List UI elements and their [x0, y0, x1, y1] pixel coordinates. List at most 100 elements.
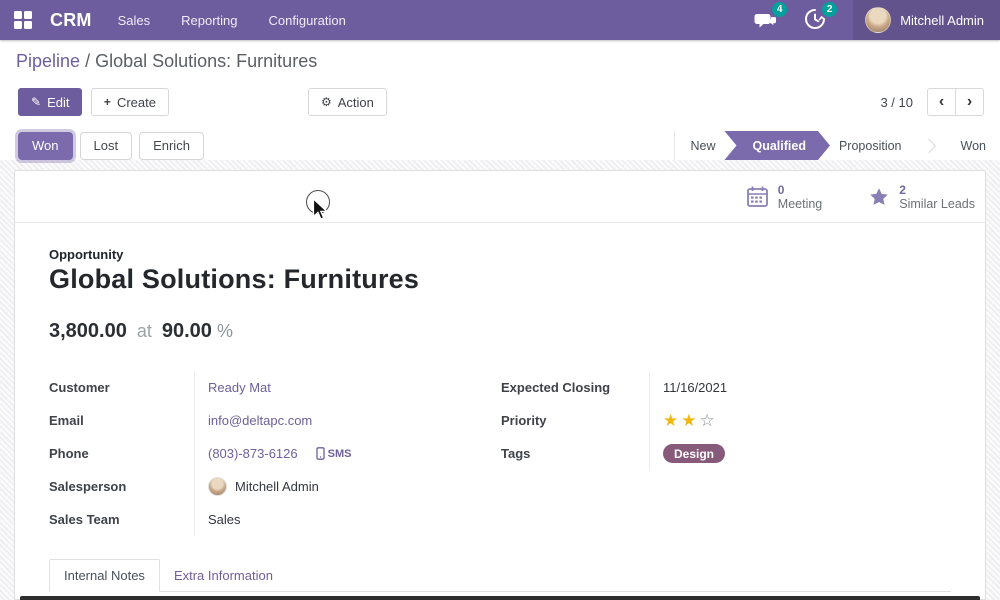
enrich-button[interactable]: Enrich: [139, 131, 204, 160]
menu-configuration[interactable]: Configuration: [268, 12, 346, 28]
menu-sales[interactable]: Sales: [117, 12, 151, 28]
chevron-right-icon: ›: [966, 93, 973, 110]
status-row: Won Lost Enrich New Qualified Propositio…: [18, 131, 1000, 160]
revenue-row: 3,800.00 at 90.00 %: [49, 320, 951, 343]
mobile-phone-icon: [315, 447, 325, 460]
salesperson-avatar: [208, 477, 227, 496]
customer-label: Customer: [49, 380, 110, 395]
pager-previous-button[interactable]: ‹: [927, 88, 956, 116]
expected-revenue: 3,800.00: [49, 320, 127, 342]
pencil-icon: ✎: [31, 95, 42, 109]
meeting-count: 0: [777, 182, 785, 197]
field-groups: Customer Ready Mat Email info@deltapc.co…: [49, 371, 951, 536]
create-button[interactable]: + Create: [90, 88, 169, 116]
record-type-label: Opportunity: [49, 247, 124, 262]
stage-new[interactable]: New: [675, 131, 731, 160]
similar-leads-stat-button[interactable]: 2 Similar Leads: [868, 183, 975, 211]
breadcrumb-separator: /: [85, 51, 91, 71]
opportunity-title: Global Solutions: Furnitures: [49, 264, 420, 294]
phone-value[interactable]: (803)-873-6126: [208, 446, 298, 461]
field-salesperson: Salesperson Mitchell Admin: [49, 470, 501, 503]
at-label: at: [136, 321, 152, 341]
sales-team-label: Sales Team: [49, 512, 120, 527]
bottom-edge-bar: [20, 596, 980, 600]
send-sms-button[interactable]: SMS: [315, 447, 352, 460]
star-icon: [870, 187, 889, 205]
sms-label: SMS: [327, 447, 352, 460]
left-field-group: Customer Ready Mat Email info@deltapc.co…: [49, 371, 501, 536]
similar-leads-count: 2: [899, 182, 906, 197]
gear-icon: ⚙: [321, 95, 332, 109]
customer-value[interactable]: Ready Mat: [208, 380, 271, 395]
field-tags: Tags Design: [501, 437, 951, 470]
stage-won[interactable]: Won: [945, 131, 1000, 160]
apps-menu-icon[interactable]: [14, 11, 32, 29]
chevron-left-icon: ‹: [938, 93, 945, 110]
field-phone: Phone (803)-873-6126 SMS: [49, 437, 501, 470]
field-customer: Customer Ready Mat: [49, 371, 501, 404]
mouse-cursor: [312, 198, 329, 220]
chat-icon: [754, 14, 778, 28]
clock-icon: [805, 9, 826, 29]
sales-team-value: Sales: [208, 512, 241, 527]
user-menu[interactable]: Mitchell Admin: [853, 0, 1000, 40]
control-panel: Pipeline / Global Solutions: Furnitures …: [0, 40, 1000, 160]
salesperson-label: Salesperson: [49, 479, 127, 494]
field-expected-closing: Expected Closing 11/16/2021: [501, 371, 951, 404]
star-empty-icon[interactable]: ☆: [699, 410, 718, 430]
pager-value[interactable]: 3 / 10: [880, 94, 913, 110]
stage-statusbar: New Qualified Proposition Won: [674, 131, 1000, 160]
stage-qualified[interactable]: Qualified: [724, 131, 829, 160]
expected-closing-value: 11/16/2021: [663, 380, 728, 395]
salesperson-value: Mitchell Admin: [235, 479, 319, 494]
probability-value: 90.00: [161, 320, 212, 342]
breadcrumb-pipeline[interactable]: Pipeline: [16, 51, 81, 71]
tab-extra-information[interactable]: Extra Information: [173, 568, 273, 583]
tags-label: Tags: [501, 446, 531, 461]
tab-internal-notes[interactable]: Internal Notes: [49, 559, 160, 592]
button-row: ✎ Edit + Create ⚙ Action 3 / 10 ‹ ›: [18, 88, 984, 116]
user-name: Mitchell Admin: [900, 12, 984, 28]
stage-proposition[interactable]: Proposition: [823, 131, 917, 160]
activities-button[interactable]: 2: [803, 2, 838, 33]
action-button[interactable]: ⚙ Action: [308, 88, 387, 116]
star-filled-icon[interactable]: ★: [663, 410, 682, 430]
email-label: Email: [49, 413, 84, 428]
form-sheet: Opportunity Global Solutions: Furnitures…: [15, 223, 985, 599]
plus-icon: +: [103, 95, 111, 109]
priority-stars: ★★☆: [663, 411, 718, 431]
pager-next-button[interactable]: ›: [955, 88, 984, 116]
meeting-label: Meeting: [777, 196, 823, 211]
email-value[interactable]: info@deltapc.com: [208, 413, 313, 428]
mark-lost-button[interactable]: Lost: [79, 131, 133, 160]
stage-separator-icon: [917, 131, 946, 160]
messages-badge: 4: [772, 2, 788, 17]
menu-reporting[interactable]: Reporting: [181, 12, 238, 28]
priority-label: Priority: [501, 413, 547, 428]
percent-sign: %: [216, 321, 233, 341]
pager: 3 / 10 ‹ ›: [880, 88, 984, 116]
stat-button-area: 0 Meeting 2 Similar Leads: [746, 171, 975, 222]
calendar-icon: [746, 186, 768, 207]
opportunity-card: 0 Meeting 2 Similar Leads Opportunity G: [14, 170, 986, 600]
messages-button[interactable]: 4: [753, 2, 788, 33]
expected-closing-label: Expected Closing: [501, 380, 611, 395]
meeting-stat-button[interactable]: 0 Meeting: [746, 183, 822, 211]
activities-badge: 2: [822, 2, 838, 17]
breadcrumb: Pipeline / Global Solutions: Furnitures: [16, 51, 317, 72]
field-priority: Priority ★★☆: [501, 404, 951, 437]
top-navbar: CRM Sales Reporting Configuration 4 2: [0, 0, 1000, 40]
phone-label: Phone: [49, 446, 89, 461]
tag-badge: Design: [663, 444, 726, 463]
mark-won-button[interactable]: Won: [18, 131, 73, 160]
breadcrumb-current: Global Solutions: Furnitures: [95, 51, 318, 71]
similar-leads-label: Similar Leads: [899, 196, 975, 211]
star-filled-icon[interactable]: ★: [681, 410, 700, 430]
card-header: 0 Meeting 2 Similar Leads: [15, 171, 985, 223]
app-brand[interactable]: CRM: [50, 9, 92, 30]
field-email: Email info@deltapc.com: [49, 404, 501, 437]
notebook-tabs: Internal Notes Extra Information: [49, 559, 951, 592]
user-avatar: [865, 7, 892, 33]
edit-button[interactable]: ✎ Edit: [18, 88, 83, 116]
